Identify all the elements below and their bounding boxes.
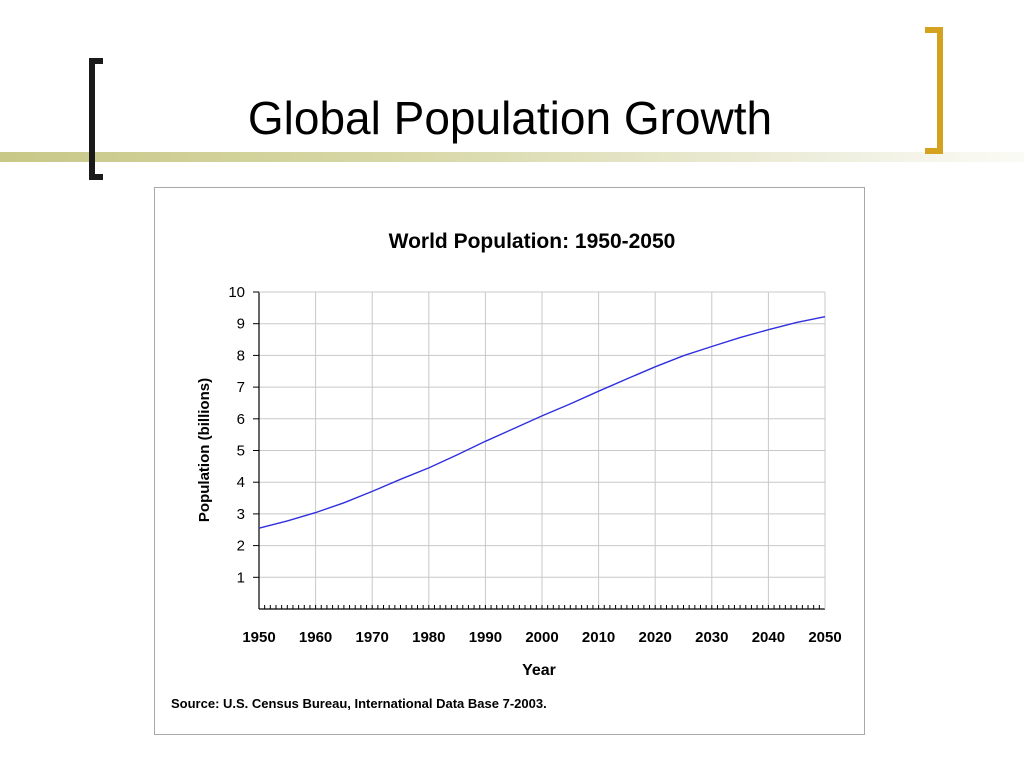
x-tick-label: 1960 [299, 629, 332, 646]
x-tick-label: 1990 [469, 629, 502, 646]
y-axis-label: Population (billions) [196, 378, 213, 522]
x-tick-label: 2010 [582, 629, 615, 646]
population-line-chart: World Population: 1950-2050 Population (… [171, 230, 842, 711]
x-axis-label: Year [522, 662, 556, 679]
plot-area: 1 2 3 4 5 6 7 8 9 10 1950 1960 1970 1980 1990 2000 2010 2… [228, 284, 841, 646]
slide-title: Global Population Growth [247, 92, 773, 144]
y-tick-label: 3 [237, 506, 245, 523]
population-series-line [258, 316, 826, 529]
y-tick-label: 7 [237, 379, 245, 396]
y-tick-label: 5 [237, 443, 245, 460]
x-tick-label: 1980 [412, 629, 445, 646]
left-bracket-ornament [89, 58, 103, 180]
chart-frame: World Population: 1950-2050 Population (… [154, 187, 865, 735]
x-tick-label: 1950 [242, 629, 275, 646]
y-tick-label: 9 [237, 316, 245, 333]
x-tick-label: 2020 [639, 629, 672, 646]
x-tick-label: 2040 [752, 629, 785, 646]
y-tick-label: 2 [237, 538, 245, 555]
chart-title: World Population: 1950-2050 [389, 230, 676, 253]
x-tick-label: 2000 [525, 629, 558, 646]
y-tick-label: 1 [237, 569, 245, 586]
x-tick-label: 1970 [356, 629, 389, 646]
x-tick-label: 2050 [808, 629, 841, 646]
x-tick-label: 2030 [695, 629, 728, 646]
y-tick-label: 6 [237, 411, 245, 428]
chart-source-note: Source: U.S. Census Bureau, Internationa… [171, 696, 547, 711]
title-underline-band [0, 152, 1024, 162]
y-tick-label: 8 [237, 347, 245, 364]
right-bracket-ornament [925, 27, 943, 154]
y-tick-label: 4 [237, 474, 245, 491]
y-tick-label: 10 [228, 284, 245, 301]
